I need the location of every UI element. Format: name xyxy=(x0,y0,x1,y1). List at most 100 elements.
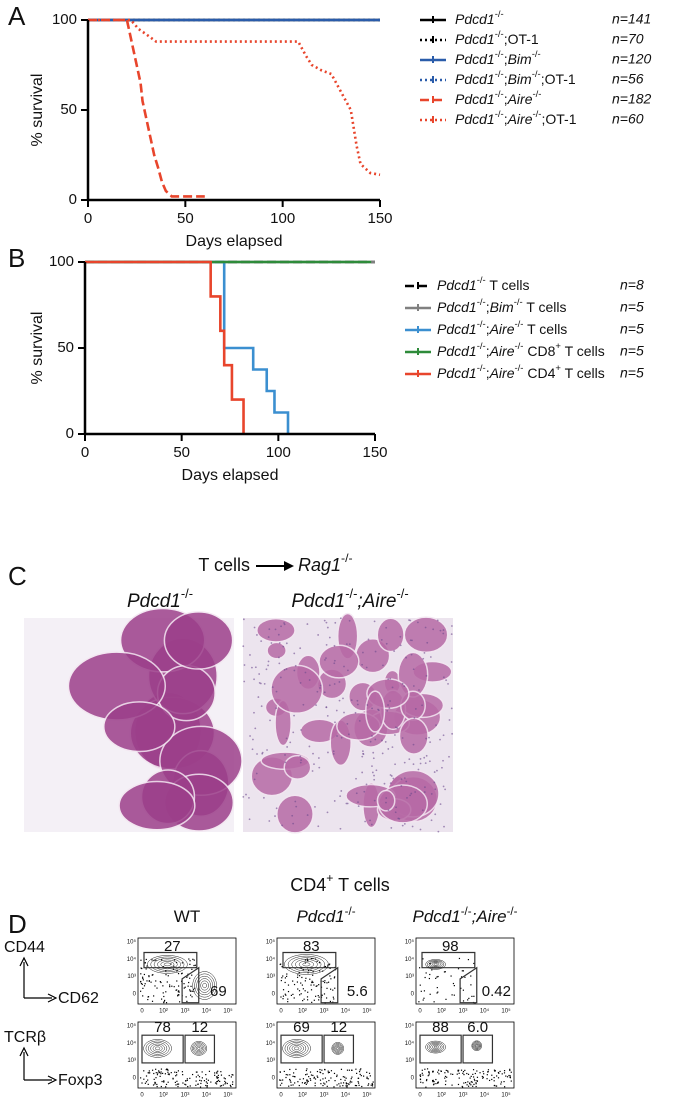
text-part: T cells xyxy=(561,365,605,381)
event-dot xyxy=(345,1077,347,1079)
event-dot xyxy=(510,1071,512,1073)
cell-nucleus xyxy=(245,793,247,796)
cell-nucleus xyxy=(299,682,302,684)
event-dot xyxy=(371,1083,374,1086)
cell-nucleus xyxy=(267,660,270,663)
cell-nucleus xyxy=(285,642,288,645)
event-dot xyxy=(300,993,302,995)
contour xyxy=(425,959,446,970)
event-dot xyxy=(429,993,431,995)
legend-n: n=5 xyxy=(620,321,644,337)
contour xyxy=(294,1046,300,1051)
event-dot xyxy=(493,1076,495,1079)
event-dot xyxy=(429,962,431,965)
cell-nucleus xyxy=(284,761,287,764)
text-part: Pdcd1 xyxy=(455,71,495,87)
event-dot xyxy=(210,1081,212,1083)
cell-nucleus xyxy=(399,644,402,647)
text-part: Bim xyxy=(490,299,514,315)
event-dot xyxy=(156,1074,159,1076)
panel-label: C xyxy=(8,561,27,591)
contour xyxy=(153,958,181,971)
event-dot xyxy=(316,985,318,987)
event-dot xyxy=(354,1084,357,1087)
event-dot xyxy=(302,988,304,990)
event-dot xyxy=(279,1084,282,1086)
event-dot xyxy=(162,1072,164,1074)
cell-nucleus xyxy=(365,783,368,786)
flow-x-tick-label: 10² xyxy=(437,1009,446,1015)
cell-nucleus xyxy=(424,626,427,629)
event-dot xyxy=(306,958,308,960)
event-dot xyxy=(176,970,178,972)
event-dot xyxy=(169,984,171,986)
event-dot xyxy=(167,1073,169,1075)
event-dot xyxy=(177,1085,179,1088)
event-dot xyxy=(216,1076,218,1078)
text-part: Pdcd1 xyxy=(455,111,495,127)
event-dot xyxy=(288,1085,290,1087)
event-dot xyxy=(311,1001,313,1003)
legend-label: Pdcd1-/- xyxy=(455,9,504,27)
event-dot xyxy=(428,977,430,980)
x-tick-label: 50 xyxy=(177,210,194,227)
event-dot xyxy=(151,959,153,961)
contour xyxy=(428,1042,443,1052)
cell-nucleus xyxy=(448,719,451,721)
event-dot xyxy=(322,1078,324,1080)
flow-x-tick-label: 10⁴ xyxy=(480,1092,490,1099)
cell-nucleus xyxy=(412,763,415,766)
cell-nucleus xyxy=(254,727,257,730)
event-dot xyxy=(368,1072,371,1074)
event-dot xyxy=(357,1082,360,1084)
cell-nucleus xyxy=(374,650,377,653)
event-dot xyxy=(481,1075,483,1078)
event-dot xyxy=(306,1073,308,1075)
cell-nucleus xyxy=(274,628,277,631)
cell-nucleus xyxy=(373,620,376,623)
text-part: -/- xyxy=(345,586,357,601)
event-dot xyxy=(195,1080,197,1082)
event-dot xyxy=(315,985,317,987)
cell-nucleus xyxy=(389,700,391,702)
cell-nucleus xyxy=(419,758,422,760)
event-dot xyxy=(167,1081,169,1083)
event-dot xyxy=(308,1076,310,1078)
event-dot xyxy=(153,1072,155,1075)
text-part: -/- xyxy=(477,275,486,286)
event-dot xyxy=(231,1074,233,1076)
contour xyxy=(155,1046,161,1051)
event-dot xyxy=(191,968,193,970)
cell-nucleus xyxy=(371,735,373,737)
legend-label: Pdcd1-/-;Bim-/- T cells xyxy=(437,297,567,315)
flow-x-tick-label: 10⁴ xyxy=(341,1008,351,1015)
event-dot xyxy=(433,1083,435,1085)
event-dot xyxy=(140,982,143,985)
text-part: + xyxy=(555,341,561,352)
event-dot xyxy=(163,1081,165,1083)
event-dot xyxy=(464,1069,466,1071)
event-dot xyxy=(224,1078,226,1080)
cell-nucleus xyxy=(252,738,254,741)
event-dot xyxy=(351,1069,353,1071)
event-dot xyxy=(474,1072,476,1075)
event-dot xyxy=(314,1082,316,1084)
event-dot xyxy=(322,1084,324,1087)
survival-curve xyxy=(88,18,381,177)
event-dot xyxy=(183,983,185,985)
cell-nucleus xyxy=(323,619,326,622)
event-dot xyxy=(148,980,150,982)
event-dot xyxy=(503,1070,506,1072)
cell-nucleus xyxy=(286,746,289,748)
cell-nucleus xyxy=(439,803,442,806)
cell-nucleus xyxy=(325,621,328,624)
cell-nucleus xyxy=(451,732,454,735)
event-dot xyxy=(349,1082,351,1084)
cell-nucleus xyxy=(342,697,344,700)
cell-nucleus xyxy=(385,642,388,645)
event-dot xyxy=(355,1068,357,1070)
event-dot xyxy=(141,1082,143,1084)
cell-nucleus xyxy=(346,722,349,725)
event-dot xyxy=(180,973,183,975)
event-dot xyxy=(367,1078,369,1080)
